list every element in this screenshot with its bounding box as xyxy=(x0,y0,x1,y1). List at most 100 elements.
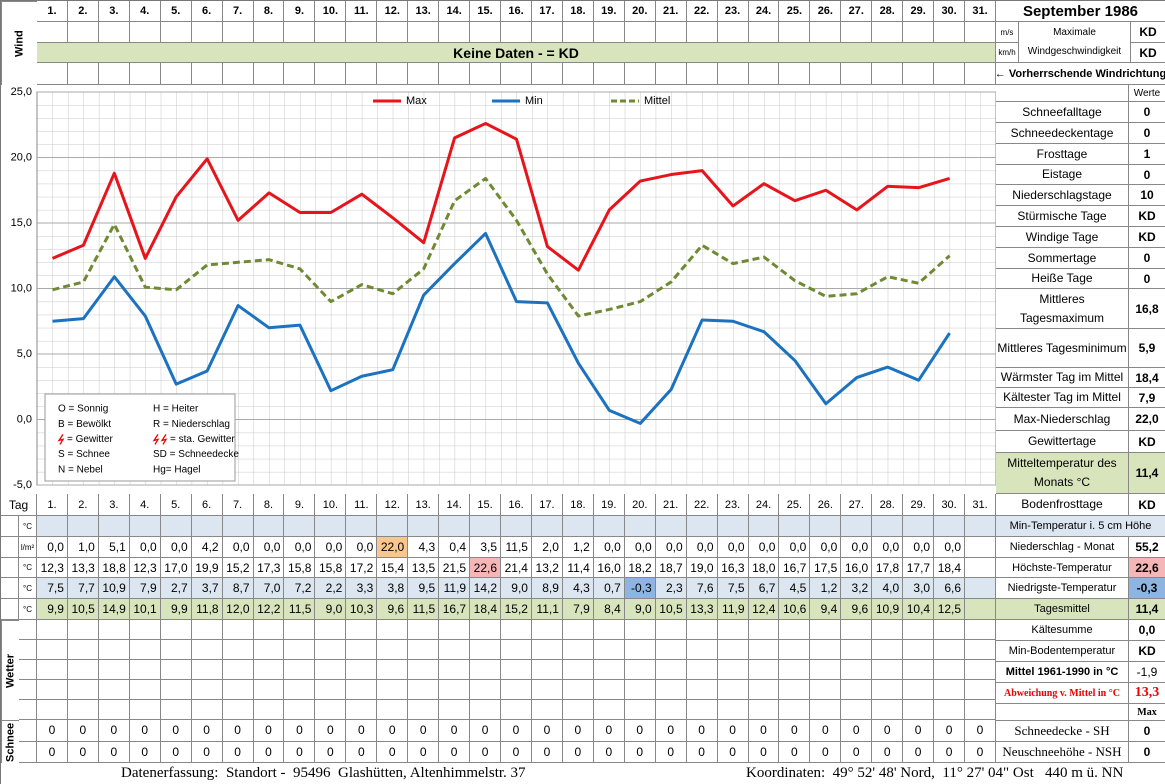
snow-cell: 0 xyxy=(129,720,161,742)
snow-cell: 0 xyxy=(501,741,532,763)
weather-cell xyxy=(779,700,811,720)
blank xyxy=(19,720,37,742)
wind-direction: ← Vorherrschende Windrichtung xyxy=(996,63,1165,85)
day-cell xyxy=(346,63,378,85)
snow-cell: 0 xyxy=(965,720,996,742)
data-cell xyxy=(965,578,996,599)
day-label: 18. xyxy=(562,494,594,516)
data-cell: 0,0 xyxy=(686,537,718,558)
lower-label: Schneedecke - SH xyxy=(996,721,1129,742)
day-cell xyxy=(872,22,904,43)
day-cell xyxy=(934,516,966,537)
weather-key-entry: Hg= Hagel xyxy=(153,464,201,475)
day-cell xyxy=(717,63,749,85)
unit-label: °C xyxy=(19,516,37,537)
data-cell: 18,2 xyxy=(624,558,656,578)
data-cell: 0,0 xyxy=(748,537,780,558)
snow-cell: 0 xyxy=(903,720,935,742)
stats-value: 10 xyxy=(1129,185,1165,206)
weather-cell xyxy=(717,660,749,680)
weather-cell xyxy=(748,680,780,700)
y-tick-label: -5,0 xyxy=(13,479,32,491)
data-cell: 7,6 xyxy=(686,578,718,599)
weather-cell xyxy=(562,680,594,700)
weather-cell xyxy=(965,620,996,640)
gewitter-icon xyxy=(152,434,160,445)
y-tick-label: 0,0 xyxy=(17,413,32,425)
data-cell: 0,0 xyxy=(253,537,285,558)
weather-cell xyxy=(129,660,161,680)
stats-blank xyxy=(996,85,1129,102)
data-cell: 11,1 xyxy=(531,599,563,620)
data-cell: 6,6 xyxy=(934,578,966,599)
weather-cell xyxy=(562,620,594,640)
day-cell xyxy=(562,22,594,43)
weather-cell xyxy=(284,620,316,640)
day-label: 3. xyxy=(98,1,130,22)
weather-cell xyxy=(67,640,99,660)
day-cell xyxy=(934,22,966,43)
snow-cell: 0 xyxy=(439,720,471,742)
lower-value: 0 xyxy=(1129,742,1165,763)
data-cell: 17,8 xyxy=(872,558,904,578)
data-cell: 2,0 xyxy=(531,537,563,558)
day-label: 26. xyxy=(810,1,842,22)
legend-label: Max xyxy=(406,95,427,107)
day-label: 23. xyxy=(717,494,749,516)
data-cell: 11,5 xyxy=(408,599,440,620)
day-label: 4. xyxy=(129,494,161,516)
weather-cell xyxy=(593,620,625,640)
day-cell xyxy=(531,63,563,85)
data-cell: 10,9 xyxy=(98,578,130,599)
weather-cell xyxy=(37,640,68,660)
day-label: 30. xyxy=(934,494,966,516)
weather-cell xyxy=(934,620,966,640)
weather-cell xyxy=(470,680,502,700)
data-cell: 0,0 xyxy=(655,537,687,558)
weather-cell xyxy=(346,660,378,680)
weather-cell xyxy=(439,680,471,700)
data-cell: 10,1 xyxy=(129,599,161,620)
day-label: 15. xyxy=(470,1,502,22)
day-cell xyxy=(408,22,440,43)
snow-cell: 0 xyxy=(346,720,378,742)
data-cell: 18,4 xyxy=(470,599,502,620)
weather-cell xyxy=(686,620,718,640)
day-label: 9. xyxy=(284,1,316,22)
weather-cell xyxy=(408,640,440,660)
weather-cell xyxy=(408,700,440,720)
day-cell xyxy=(37,22,68,43)
day-cell xyxy=(377,516,409,537)
day-cell xyxy=(810,63,842,85)
weather-cell xyxy=(439,620,471,640)
day-label: 11. xyxy=(346,1,378,22)
day-cell xyxy=(160,516,192,537)
weather-cell xyxy=(501,700,532,720)
weather-cell xyxy=(810,620,842,640)
weather-cell xyxy=(346,640,378,660)
data-cell: 3,5 xyxy=(470,537,502,558)
max-wind-value: KD xyxy=(1131,22,1165,43)
blank xyxy=(19,741,37,763)
data-cell: 10,5 xyxy=(67,599,99,620)
data-cell: 13,3 xyxy=(67,558,99,578)
data-cell: 11,9 xyxy=(439,578,471,599)
weather-cell xyxy=(37,680,68,700)
stats-value: 7,9 xyxy=(1129,388,1165,408)
day-cell xyxy=(439,63,471,85)
day-label: 8. xyxy=(253,1,285,22)
blank xyxy=(1,558,19,578)
day-cell xyxy=(408,63,440,85)
data-cell: 12,3 xyxy=(37,558,68,578)
series-line xyxy=(51,121,951,272)
month-title: September 1986 xyxy=(996,1,1165,22)
blank xyxy=(19,680,37,700)
day-cell xyxy=(965,516,996,537)
weather-cell xyxy=(872,640,904,660)
snow-cell: 0 xyxy=(686,741,718,763)
weather-cell xyxy=(779,640,811,660)
day-label: 30. xyxy=(934,1,966,22)
data-cell: 10,5 xyxy=(655,599,687,620)
data-cell: 0,4 xyxy=(439,537,471,558)
weather-cell xyxy=(531,680,563,700)
